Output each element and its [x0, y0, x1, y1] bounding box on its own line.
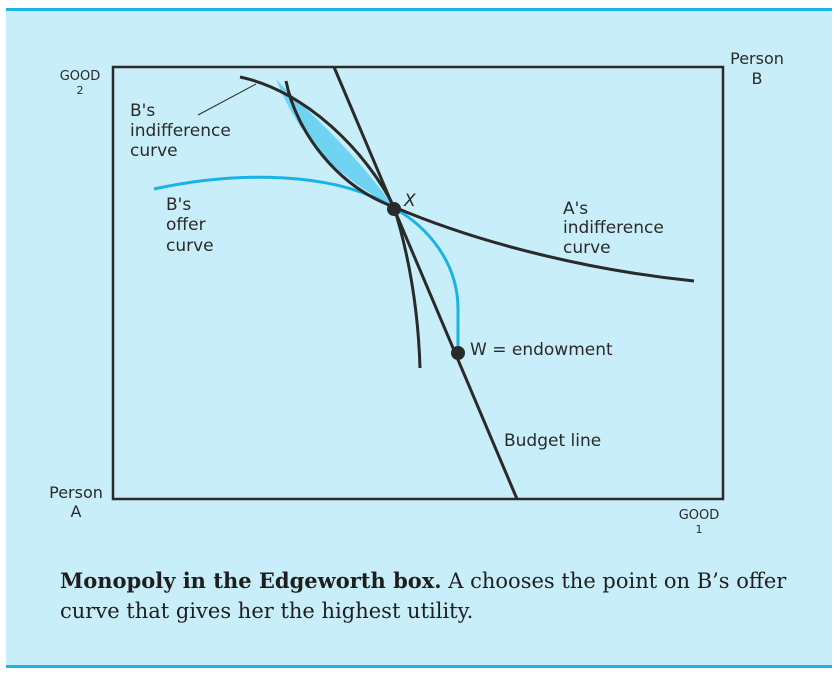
mutual-gain-lens — [276, 79, 394, 207]
b-offer-label-3: curve — [166, 236, 214, 256]
budget-line-label: Budget line — [504, 431, 601, 451]
b-offer-label-1: B's — [166, 195, 191, 215]
a-indifference-label-3: curve — [563, 238, 611, 258]
person-b-label: Person — [730, 49, 784, 68]
person-b-sub: B — [752, 69, 763, 88]
caption-text: A chooses the point on B’s offer curve t… — [60, 569, 787, 623]
point-w — [451, 346, 465, 360]
good1-label: GOOD — [679, 508, 720, 523]
figure-caption: Monopoly in the Edgeworth box. A chooses… — [60, 566, 790, 626]
caption-title: Monopoly in the Edgeworth box. — [60, 568, 442, 593]
b-indifference-label-2: indifference — [130, 121, 231, 141]
point-w-label: W = endowment — [470, 340, 613, 360]
point-x-label: X — [403, 191, 416, 211]
b-offer-label-2: offer — [166, 215, 206, 235]
edgeworth-box-diagram: GOOD 2 Person A Person B GOOD 1 B's indi… — [49, 49, 784, 536]
b-indifference-leader — [197, 83, 257, 116]
good2-sub: 2 — [77, 84, 84, 97]
person-a-label: Person — [49, 483, 103, 502]
edgeworth-box — [111, 65, 725, 501]
person-a-sub: A — [71, 502, 82, 521]
b-indifference-label-1: B's — [130, 101, 155, 121]
a-indifference-label-1: A's — [563, 199, 588, 219]
figure-panel: GOOD 2 Person A Person B GOOD 1 B's indi… — [6, 8, 832, 668]
good2-label: GOOD — [60, 69, 101, 84]
a-indifference-label-2: indifference — [563, 218, 664, 238]
b-indifference-label-3: curve — [130, 141, 178, 161]
point-x — [387, 202, 401, 216]
a-indifference-curve — [284, 80, 695, 283]
b-indifference-curve — [239, 75, 422, 369]
good1-sub: 1 — [696, 523, 703, 536]
budget-line — [332, 66, 519, 500]
